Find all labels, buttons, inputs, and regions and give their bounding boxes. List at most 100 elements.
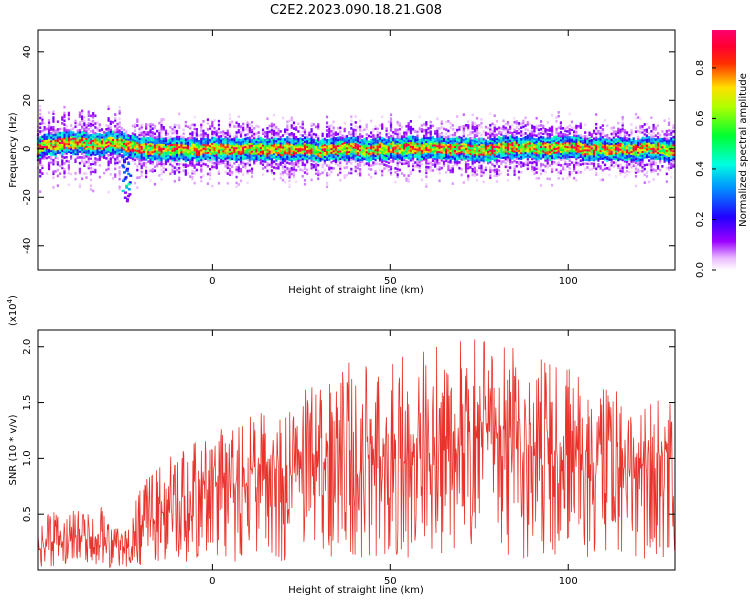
heatmap-cell bbox=[564, 148, 567, 152]
heatmap-cell bbox=[407, 153, 410, 156]
heatmap-cell bbox=[453, 155, 457, 158]
heatmap-cell bbox=[160, 145, 163, 148]
heatmap-cell bbox=[197, 143, 201, 147]
heatmap-cell bbox=[356, 149, 360, 152]
heatmap-cell bbox=[39, 159, 42, 162]
heatmap-cell bbox=[237, 169, 240, 173]
heatmap-cell bbox=[361, 156, 364, 160]
heatmap-cell bbox=[301, 175, 304, 178]
heatmap-cell bbox=[590, 140, 593, 144]
heatmap-cell bbox=[354, 146, 357, 149]
heatmap-cell bbox=[383, 153, 386, 157]
heatmap-cell bbox=[341, 144, 344, 147]
heatmap-cell bbox=[460, 142, 463, 146]
heatmap-cell bbox=[451, 147, 454, 151]
heatmap-cell bbox=[197, 157, 201, 161]
heatmap-cell bbox=[617, 143, 620, 146]
heatmap-cell bbox=[195, 151, 198, 154]
heatmap-cell bbox=[237, 125, 240, 128]
heatmap-cell bbox=[191, 146, 194, 150]
heatmap-cell bbox=[372, 136, 375, 139]
heatmap-cell bbox=[67, 113, 70, 117]
heatmap-cell bbox=[85, 143, 88, 146]
heatmap-cell bbox=[442, 146, 446, 150]
heatmap-cell bbox=[158, 129, 161, 133]
heatmap-cell bbox=[85, 139, 88, 143]
heatmap-cell bbox=[509, 148, 512, 152]
heatmap-cell bbox=[275, 137, 278, 141]
heatmap-cell bbox=[306, 172, 309, 176]
heatmap-cell bbox=[312, 160, 315, 163]
heatmap-cell bbox=[312, 156, 315, 159]
heatmap-cell bbox=[92, 137, 95, 140]
heatmap-cell bbox=[370, 175, 373, 179]
heatmap-cell bbox=[286, 143, 289, 147]
heatmap-cell bbox=[544, 151, 547, 154]
heatmap-cell bbox=[78, 121, 82, 124]
heatmap-cell bbox=[330, 137, 333, 141]
heatmap-cell bbox=[389, 140, 393, 144]
heatmap-cell bbox=[120, 136, 123, 140]
heatmap-cell bbox=[345, 150, 348, 154]
heatmap-cell bbox=[407, 137, 410, 141]
heatmap-cell bbox=[312, 144, 315, 148]
heatmap-cell bbox=[389, 148, 393, 151]
heatmap-cell bbox=[588, 143, 591, 146]
heatmap-cell bbox=[515, 130, 518, 133]
heatmap-cell bbox=[325, 181, 329, 185]
heatmap-cell bbox=[354, 130, 357, 134]
heatmap-cell bbox=[58, 139, 62, 143]
heatmap-cell bbox=[504, 148, 507, 151]
heatmap-cell bbox=[429, 145, 432, 149]
heatmap-cell bbox=[588, 141, 591, 144]
heatmap-cell bbox=[259, 142, 262, 146]
heatmap-cell bbox=[98, 138, 101, 142]
heatmap-cell bbox=[489, 139, 492, 143]
heatmap-cell bbox=[511, 124, 514, 127]
heatmap-cell bbox=[281, 161, 285, 165]
heatmap-cell bbox=[277, 139, 280, 143]
heatmap-cell bbox=[118, 111, 121, 115]
heatmap-cell bbox=[542, 136, 545, 139]
heatmap-cell bbox=[215, 137, 218, 141]
heatmap-cell bbox=[498, 153, 501, 157]
heatmap-cell bbox=[350, 146, 353, 150]
heatmap-cell bbox=[204, 141, 207, 145]
heatmap-cell bbox=[597, 153, 600, 156]
heatmap-cell bbox=[445, 171, 448, 174]
heatmap-cell bbox=[504, 150, 507, 153]
heatmap-cell bbox=[365, 125, 368, 128]
heatmap-cell bbox=[65, 146, 68, 149]
heatmap-cell bbox=[310, 163, 313, 166]
heatmap-cell bbox=[559, 125, 563, 128]
heatmap-cell bbox=[535, 177, 538, 180]
heatmap-cell bbox=[204, 151, 207, 155]
heatmap-cell bbox=[449, 170, 452, 174]
heatmap-cell bbox=[173, 139, 176, 142]
heatmap-cell bbox=[471, 167, 474, 171]
heatmap-cell bbox=[537, 132, 540, 135]
heatmap-cell bbox=[336, 159, 340, 163]
heatmap-cell bbox=[396, 140, 399, 143]
heatmap-cell bbox=[284, 145, 287, 149]
heatmap-cell bbox=[588, 131, 591, 135]
heatmap-cell bbox=[405, 156, 408, 159]
heatmap-cell bbox=[133, 141, 137, 144]
heatmap-cell bbox=[81, 132, 84, 136]
heatmap-cell bbox=[539, 131, 543, 135]
heatmap-cell bbox=[336, 138, 340, 142]
heatmap-cell bbox=[41, 137, 44, 141]
heatmap-cell bbox=[244, 139, 247, 143]
heatmap-cell bbox=[250, 136, 254, 140]
heatmap-cell bbox=[367, 150, 371, 153]
heatmap-cell bbox=[158, 156, 161, 160]
heatmap-cell bbox=[544, 157, 547, 160]
heatmap-cell bbox=[535, 163, 538, 167]
heatmap-cell bbox=[127, 134, 130, 137]
heatmap-cell bbox=[56, 161, 59, 164]
heatmap-cell bbox=[592, 166, 596, 170]
heatmap-cell bbox=[220, 152, 223, 156]
heatmap-cell bbox=[109, 134, 112, 137]
heatmap-cell bbox=[467, 143, 470, 147]
heatmap-cell bbox=[568, 153, 571, 157]
